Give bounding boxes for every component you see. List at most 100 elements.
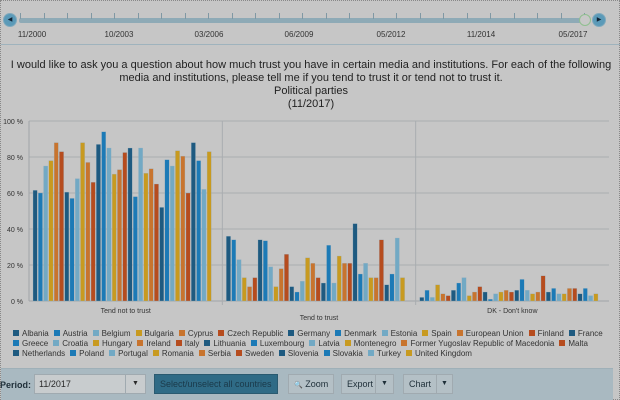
select-all-countries-button[interactable]: Select/unselect all countries (154, 374, 278, 394)
chart-label: Chart (409, 379, 432, 389)
timeline-handle[interactable] (579, 14, 591, 26)
export-button[interactable]: Export ▼ (341, 374, 394, 394)
chevron-down-icon[interactable]: ▼ (125, 375, 145, 393)
legend-label: Former Yugoslav Republic of Macedonia (410, 339, 555, 348)
legend-item[interactable]: Former Yugoslav Republic of Macedonia (401, 339, 554, 349)
legend-item[interactable]: Poland (70, 349, 104, 359)
timeline-label: 06/2009 (284, 30, 314, 39)
timeline-tick (443, 13, 444, 19)
zoom-button[interactable]: 🔍 Zoom (288, 374, 335, 394)
timeline-label: 11/2000 (17, 30, 47, 39)
legend-label: Slovenia (287, 349, 319, 358)
legend-item[interactable]: Germany (288, 329, 330, 339)
legend-item[interactable]: Finland (528, 329, 564, 339)
legend-item[interactable]: Ireland (137, 339, 171, 349)
legend-item[interactable]: Greece (13, 339, 48, 349)
legend-swatch (152, 350, 159, 356)
bar-belgium (236, 259, 242, 302)
legend-item[interactable]: Albania (13, 329, 49, 339)
y-tick-label: 60 % (7, 191, 23, 198)
legend-item[interactable]: France (568, 329, 603, 339)
bar-sweden (379, 239, 384, 302)
legend-swatch (198, 350, 205, 356)
legend-item[interactable]: Luxembourg (250, 339, 304, 349)
legend-swatch (559, 340, 566, 346)
timeline-label: 03/2006 (194, 30, 224, 39)
legend-item[interactable]: Estonia (381, 329, 417, 339)
bar-france (289, 286, 295, 302)
legend-item[interactable]: Lithuania (204, 339, 246, 349)
chevron-down-icon[interactable]: ▼ (436, 375, 452, 393)
bar-poland (551, 288, 556, 302)
legend-item[interactable]: Slovenia (278, 349, 319, 359)
bar-latvia (331, 282, 337, 302)
legend-item[interactable]: European Union (456, 329, 524, 339)
chevron-down-icon[interactable]: ▼ (375, 375, 393, 393)
zoom-label: Zoom (305, 379, 329, 389)
y-tick-label: 0 % (11, 299, 23, 306)
legend-swatch (236, 350, 242, 356)
timeline-tick (137, 13, 139, 19)
bar-european-union (278, 268, 284, 302)
legend-item[interactable]: Slovakia (323, 349, 363, 359)
legend-swatch (568, 330, 575, 336)
timeline-slider[interactable] (19, 18, 587, 23)
legend-item[interactable]: Croatia (53, 339, 88, 349)
legend-label: Ireland (146, 339, 171, 348)
legend-item[interactable]: Malta (559, 339, 588, 349)
legend-item[interactable]: Montenegro (344, 339, 396, 349)
legend-swatch (218, 330, 225, 336)
bar-luxembourg (519, 279, 525, 302)
bar-hungary (111, 173, 117, 302)
period-value: 11/2017 (39, 379, 71, 389)
bar-sweden (185, 192, 191, 302)
timeline[interactable]: ◀ ▶ 11/2000 10/2003 03/2006 06/2009 05/2… (1, 1, 620, 45)
bar-austria (231, 239, 237, 302)
legend-item[interactable]: Latvia (309, 339, 340, 349)
legend-item[interactable]: Spain (422, 329, 452, 339)
timeline-tick (20, 13, 21, 19)
legend-swatch (401, 340, 408, 346)
legend-item[interactable]: Netherlands (13, 349, 65, 359)
bar-greece (101, 131, 106, 302)
bar-chart: 0 % 20 % 40 % 60 % 80 % 100 % Tend not to trus… (3, 119, 609, 322)
legend-item[interactable]: Turkey (367, 349, 401, 359)
period-select[interactable]: 11/2017 ▼ (34, 374, 146, 394)
bar-greece (488, 299, 493, 302)
legend-item[interactable]: Sweden (236, 349, 274, 359)
legend-swatch (288, 330, 295, 336)
legend-swatch (422, 330, 429, 336)
legend-item[interactable]: Romania (152, 349, 194, 359)
bar-luxembourg (133, 196, 138, 302)
legend-item[interactable]: Belgium (92, 329, 131, 339)
legend-item[interactable]: Hungary (93, 339, 132, 349)
legend-label: Hungary (102, 339, 133, 348)
timeline-tick (396, 13, 397, 19)
legend-item[interactable]: Serbia (198, 349, 231, 359)
timeline-tick (349, 13, 350, 19)
legend-item[interactable]: Italy (175, 339, 199, 349)
bar-france (482, 291, 488, 302)
legend-item[interactable]: United Kingdom (406, 349, 472, 359)
timeline-prev-button[interactable]: ◀ (3, 13, 17, 27)
legend-item[interactable]: Bulgaria (135, 329, 174, 339)
bar-albania (32, 190, 38, 302)
bar-hungary (305, 257, 310, 302)
timeline-next-button[interactable]: ▶ (592, 13, 606, 27)
chart-type-button[interactable]: Chart ▼ (403, 374, 453, 394)
legend-item[interactable]: Cyprus (178, 329, 213, 339)
bar-slovenia (191, 142, 196, 302)
legend-item[interactable]: Czech Republic (218, 329, 283, 339)
bar-denmark (263, 240, 268, 302)
bar-denmark (456, 282, 462, 302)
bar-former-yugoslav-republic-of-macedonia (148, 168, 154, 302)
legend-item[interactable]: Denmark (335, 329, 377, 339)
legend-item[interactable]: Austria (53, 329, 88, 339)
bar-united-kingdom (400, 277, 405, 302)
legend-item[interactable]: Portugal (109, 349, 148, 359)
bar-former-yugoslav-republic-of-macedonia (535, 291, 541, 302)
bar-croatia (300, 281, 305, 302)
timeline-label: 05/2012 (376, 30, 406, 39)
bar-finland (477, 286, 483, 302)
timeline-tick (114, 13, 115, 19)
